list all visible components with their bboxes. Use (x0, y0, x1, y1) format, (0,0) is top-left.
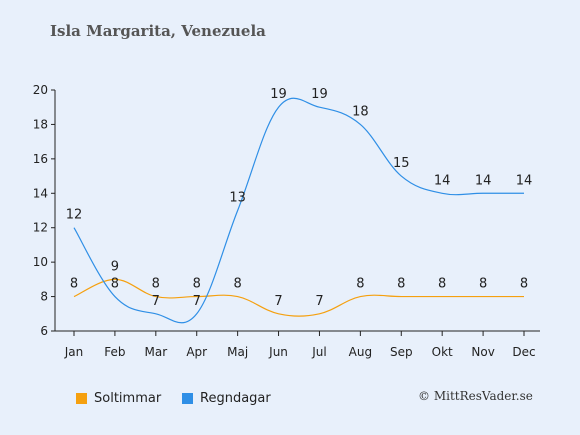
chart-title: Isla Margarita, Venezuela (50, 22, 266, 40)
data-label-soltimmar: 8 (70, 277, 78, 292)
x-tick-label: Apr (186, 345, 207, 359)
legend-swatch-soltimmar (76, 392, 87, 404)
data-label-soltimmar: 8 (233, 277, 241, 292)
y-tick-label: 10 (33, 255, 48, 269)
y-tick-label: 16 (33, 152, 48, 166)
data-label-soltimmar: 8 (438, 277, 446, 292)
data-label-soltimmar: 8 (520, 277, 528, 292)
series-line-regndagar (73, 97, 524, 324)
data-label-regndagar: 15 (393, 156, 410, 171)
data-label-regndagar: 19 (311, 87, 328, 102)
x-tick-label: Jun (268, 345, 288, 359)
x-tick-label: Dec (512, 345, 535, 359)
legend-item-soltimmar: Soltimmar (76, 388, 161, 408)
data-label-regndagar: 14 (516, 173, 533, 188)
x-tick-label: Aug (349, 345, 372, 359)
data-label-soltimmar: 8 (397, 277, 405, 292)
x-tick-label: Maj (227, 345, 248, 359)
x-tick-label: Jan (64, 345, 84, 359)
series-lines (73, 97, 524, 324)
y-tick-label: 8 (40, 290, 48, 304)
data-label-soltimmar: 9 (111, 259, 119, 274)
data-label-regndagar: 18 (352, 104, 369, 119)
data-label-soltimmar: 8 (479, 277, 487, 292)
data-labels: 8 9 8 8 8 7 7 8 8 8 8 8 12 8 7 7 13 19 19 18 15 14 14 14 (66, 87, 533, 309)
data-label-soltimmar: 8 (193, 277, 201, 292)
x-tick-label: Mar (144, 345, 167, 359)
y-tick-label: 12 (33, 221, 48, 235)
axes: 6 8 10 12 14 16 18 20 Jan Feb Mar Apr Maj Jun Jul Aug Se… (33, 83, 540, 359)
x-tick-label: Feb (104, 345, 125, 359)
x-tick-label: Sep (390, 345, 413, 359)
data-label-soltimmar: 7 (274, 294, 282, 309)
data-label-regndagar: 7 (193, 294, 201, 309)
legend-label-soltimmar: Soltimmar (94, 390, 162, 406)
data-label-regndagar: 12 (66, 208, 83, 223)
y-tick-label: 18 (33, 117, 48, 131)
data-label-regndagar: 7 (152, 294, 160, 309)
data-label-regndagar: 8 (111, 277, 119, 292)
data-label-regndagar: 13 (229, 191, 246, 206)
x-tick-label: Okt (432, 345, 453, 359)
legend-label-regndagar: Regndagar (200, 390, 271, 406)
x-tick-label: Jul (311, 345, 326, 359)
credit-text: © MittResVader.se (418, 389, 533, 403)
x-tick-label: Nov (471, 345, 494, 359)
legend-item-regndagar: Regndagar (182, 388, 271, 408)
series-line-soltimmar (73, 278, 524, 317)
data-label-regndagar: 14 (434, 173, 451, 188)
data-label-regndagar: 14 (475, 173, 492, 188)
legend-swatch-regndagar (182, 392, 193, 404)
data-label-regndagar: 19 (270, 87, 287, 102)
y-tick-label: 14 (33, 186, 48, 200)
data-label-soltimmar: 8 (152, 277, 160, 292)
y-tick-label: 6 (40, 324, 48, 338)
data-label-soltimmar: 8 (356, 277, 364, 292)
y-tick-label: 20 (33, 83, 48, 97)
data-label-soltimmar: 7 (315, 294, 323, 309)
